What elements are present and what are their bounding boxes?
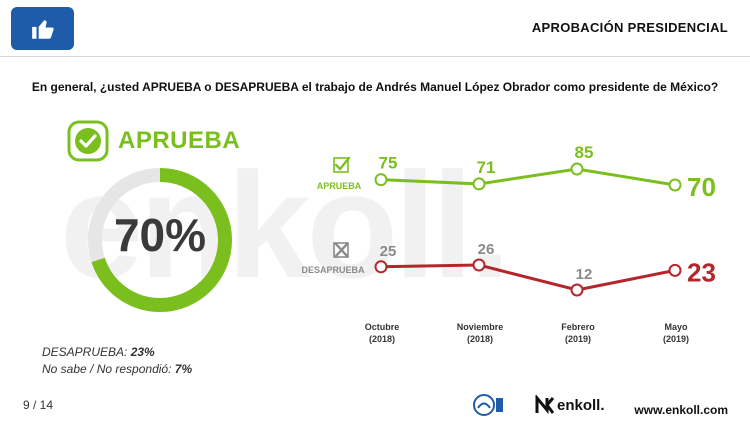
approval-donut <box>88 168 232 312</box>
disapprove-stat-label: DESAPRUEBA: <box>42 345 128 359</box>
data-label-approve-2: 85 <box>575 143 594 162</box>
unknown-stat: No sabe / No respondió: 7% <box>42 362 192 376</box>
website: www.enkoll.com <box>634 403 728 417</box>
data-point-disapprove-2 <box>570 283 584 297</box>
disapprove-stat: DESAPRUEBA: 23% <box>42 345 155 359</box>
data-label-disapprove-1: 26 <box>478 241 495 258</box>
data-label-approve-0: 75 <box>379 154 398 173</box>
legend-disapprove: DESAPRUEBA <box>301 265 365 275</box>
data-point-approve-0 <box>374 173 388 187</box>
data-point-approve-1 <box>472 177 486 191</box>
data-point-approve-3 <box>668 178 682 192</box>
donut-approve-arc <box>88 168 232 312</box>
approve-percentage: 70% <box>113 209 207 261</box>
data-point-disapprove-3 <box>668 263 682 277</box>
header-divider <box>0 56 750 57</box>
series-line-approve <box>380 167 676 187</box>
page-number: 9 / 14 <box>23 398 54 412</box>
enkoll-brand: enkoll. <box>557 396 605 414</box>
approve-header: APRUEBA <box>66 119 240 163</box>
x-tick-label-3: Mayo (2019) <box>663 322 689 344</box>
survey-question: En general, ¿usted APRUEBA o DESAPRUEBA … <box>31 80 719 94</box>
check-badge-icon <box>67 120 109 162</box>
x-tick-label-1: Noviembre (2018) <box>457 322 504 344</box>
disapprove-legend-icon <box>333 242 349 258</box>
data-label-approve-3: 70 <box>687 172 716 202</box>
enkoll-mark-icon <box>535 395 555 415</box>
data-point-disapprove-0 <box>374 260 388 274</box>
partner-logo <box>473 394 503 416</box>
enkoll-logo: enkoll. <box>535 395 605 415</box>
unknown-stat-value: 7% <box>174 362 193 376</box>
disapprove-stat-value: 23% <box>130 345 155 359</box>
unknown-stat-label: No sabe / No respondió: <box>42 362 172 376</box>
header-bar: APROBACIÓN PRESIDENCIAL <box>0 0 750 58</box>
legend-approve: APRUEBA <box>317 181 362 191</box>
data-label-disapprove-3: 23 <box>687 257 716 287</box>
data-point-disapprove-1 <box>472 258 486 272</box>
header-icon-box <box>11 7 74 50</box>
header-title: APROBACIÓN PRESIDENCIAL <box>531 20 728 35</box>
data-point-approve-2 <box>570 162 584 176</box>
x-tick-label-2: Febrero (2019) <box>561 322 595 344</box>
series-line-disapprove <box>380 263 676 292</box>
approve-legend-icon <box>333 156 351 173</box>
x-tick-label-0: Octubre (2018) <box>365 322 400 344</box>
thumbs-up-icon <box>31 19 54 39</box>
data-label-approve-1: 71 <box>477 158 496 177</box>
data-label-disapprove-2: 12 <box>576 266 593 283</box>
approve-title: APRUEBA <box>118 127 241 154</box>
data-label-disapprove-0: 25 <box>380 243 397 260</box>
